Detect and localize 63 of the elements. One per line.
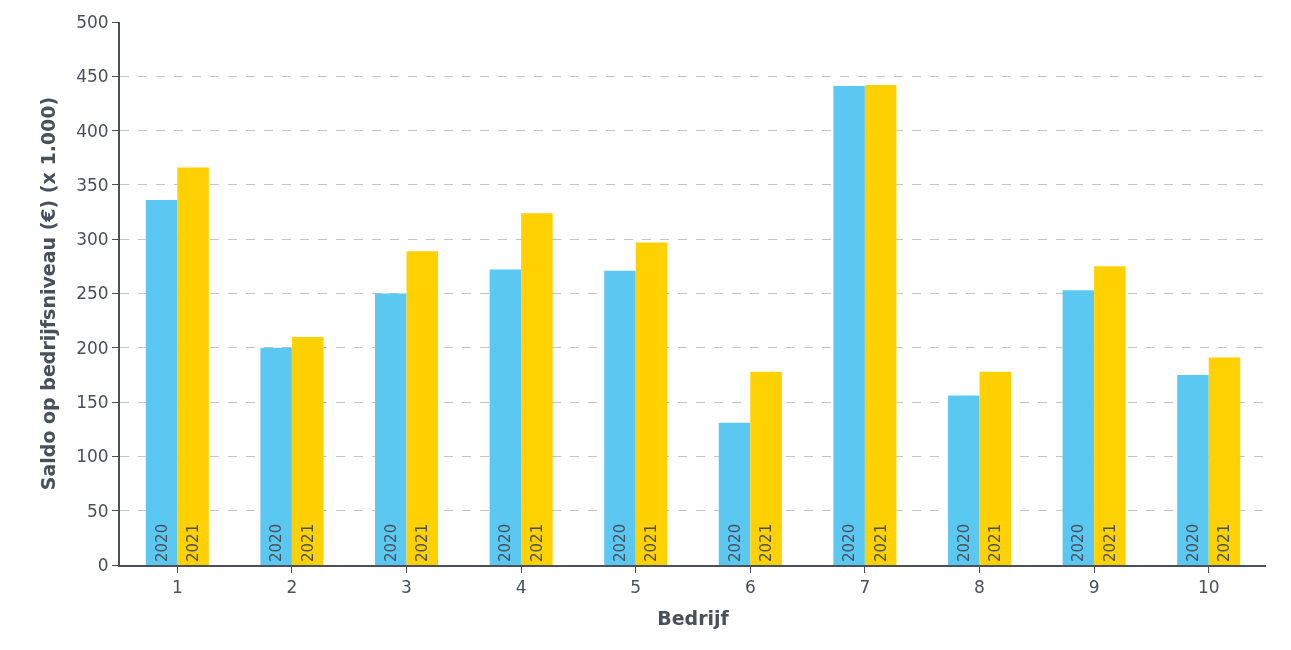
bar bbox=[260, 347, 292, 565]
bar bbox=[291, 336, 324, 565]
x-tick-label: 4 bbox=[515, 577, 527, 598]
text: 2020 bbox=[725, 523, 744, 562]
y-tick-label: 400 bbox=[76, 120, 109, 141]
y-tick-label: 200 bbox=[76, 337, 109, 358]
y-tick-label: 100 bbox=[76, 446, 109, 467]
y-axis-title: Saldo op bedrijfsniveau (€) (x 1.000) bbox=[37, 96, 60, 491]
bar bbox=[406, 251, 439, 565]
x-tick-label: 6 bbox=[744, 577, 756, 598]
text: 2020 bbox=[1183, 523, 1202, 562]
bar bbox=[1177, 374, 1209, 565]
bar bbox=[374, 293, 407, 565]
y-tick-label: 150 bbox=[76, 392, 109, 413]
text: 2021 bbox=[757, 523, 776, 562]
x-tick-label: 7 bbox=[859, 577, 871, 598]
bar bbox=[1208, 357, 1241, 565]
text: 2021 bbox=[642, 523, 661, 562]
text: 2020 bbox=[381, 523, 400, 562]
x-tick-label: 8 bbox=[974, 577, 985, 598]
text: 2020 bbox=[1069, 523, 1088, 562]
bar bbox=[604, 270, 636, 565]
bar bbox=[489, 269, 522, 565]
y-tick-label: 350 bbox=[76, 174, 109, 195]
bar bbox=[718, 422, 751, 565]
bar bbox=[833, 86, 865, 565]
bar bbox=[1062, 290, 1095, 565]
bar bbox=[1094, 266, 1126, 565]
series-label: 2021 bbox=[184, 523, 203, 562]
series-label: 2020 bbox=[152, 523, 171, 562]
text: 2021 bbox=[1215, 523, 1234, 562]
x-tick-label: 3 bbox=[401, 577, 412, 598]
text: 2021 bbox=[986, 523, 1005, 562]
x-tick-label: 5 bbox=[630, 577, 642, 598]
text: 2021 bbox=[527, 523, 546, 562]
x-axis-title: Bedrijf bbox=[657, 606, 730, 629]
x-tick-label: 9 bbox=[1088, 577, 1100, 598]
text: 2020 bbox=[840, 523, 859, 562]
text: 2021 bbox=[871, 523, 890, 562]
y-tick-label: 500 bbox=[76, 11, 109, 32]
text: 2020 bbox=[267, 523, 286, 562]
text: 2021 bbox=[1100, 523, 1119, 562]
bar bbox=[979, 371, 1012, 565]
text: 2021 bbox=[298, 523, 317, 562]
text: 2020 bbox=[496, 523, 515, 562]
text: 2021 bbox=[413, 523, 432, 562]
y-tick-label: 50 bbox=[86, 500, 109, 521]
y-tick-label: 300 bbox=[76, 229, 109, 250]
bar bbox=[635, 242, 668, 565]
y-tick-label: 250 bbox=[76, 283, 109, 304]
bar bbox=[521, 213, 553, 565]
x-tick-label: 10 bbox=[1197, 577, 1220, 598]
bar bbox=[864, 84, 897, 565]
text: 2020 bbox=[954, 523, 973, 562]
bar bbox=[750, 371, 782, 565]
bar bbox=[145, 200, 178, 565]
y-tick-label: 450 bbox=[76, 66, 109, 87]
bar bbox=[947, 395, 980, 565]
x-tick-label: 2 bbox=[286, 577, 298, 598]
x-tick-label: 1 bbox=[171, 577, 183, 598]
bar bbox=[177, 167, 209, 565]
y-tick-label: 0 bbox=[97, 554, 109, 575]
text: 2020 bbox=[610, 523, 629, 562]
